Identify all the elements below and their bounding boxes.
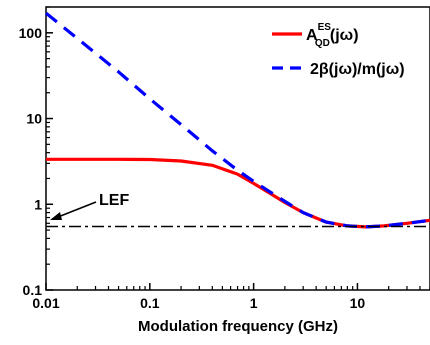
x-tick-label: 0.01 [32, 295, 59, 311]
x-tick-label: 0.1 [140, 295, 160, 311]
lef-label: LEF [99, 192, 129, 209]
lef-arrow-head [50, 212, 62, 220]
legend: AES QD(jω) 2β(jω)/m(jω) [272, 22, 405, 78]
y-tick-label: 0.1 [23, 282, 43, 298]
legend-label-2beta-over-m: 2β(jω)/m(jω) [310, 61, 405, 78]
x-axis-label: Modulation frequency (GHz) [138, 318, 338, 335]
lef-annotation: LEF [50, 192, 129, 220]
lef-arrow-shaft [57, 201, 97, 218]
x-axis-ticks: 0.01 0.1 1 10 [32, 283, 430, 311]
x-tick-label: 1 [250, 295, 258, 311]
y-tick-label: 10 [26, 111, 42, 127]
legend-label-a-qd-es: AES QD(jω) [306, 22, 359, 49]
data-lines [44, 11, 430, 229]
x-tick-label: 10 [350, 295, 366, 311]
y-axis-ticks: 0.1 1 10 100 [19, 6, 53, 298]
y-tick-label: 1 [34, 196, 42, 212]
plot-area [45, 6, 430, 291]
y-tick-label: 100 [19, 25, 43, 41]
